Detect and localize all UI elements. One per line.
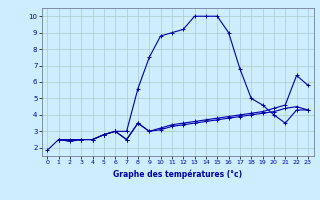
- X-axis label: Graphe des températures (°c): Graphe des températures (°c): [113, 169, 242, 179]
